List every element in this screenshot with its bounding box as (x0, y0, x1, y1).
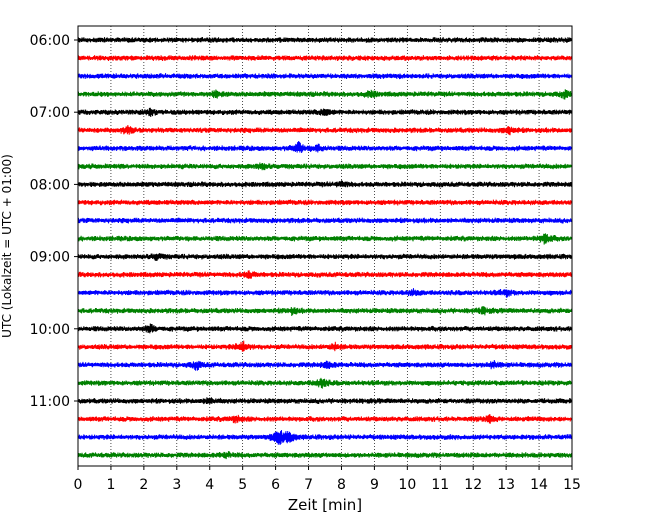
trace-1030 (77, 360, 573, 371)
trace-0915 (77, 270, 573, 279)
trace-1115 (77, 414, 573, 424)
x-tick-label: 10 (398, 477, 416, 493)
x-tick-label: 3 (172, 477, 181, 493)
x-tick-label: 9 (370, 477, 379, 493)
y-tick-label: 07:00 (30, 105, 70, 121)
trace-1000 (77, 323, 573, 334)
trace-0745 (77, 162, 573, 171)
x-tick-label: 14 (530, 477, 548, 493)
trace-0945 (77, 306, 573, 316)
trace-0845 (77, 233, 573, 245)
y-axis-ticks: 06:00 07:00 08:00 09:00 10:00 11:00 (30, 33, 78, 410)
x-tick-label: 15 (563, 477, 581, 493)
y-tick-label: 10:00 (30, 322, 70, 338)
trace-0615 (77, 55, 573, 62)
x-tick-label: 11 (431, 477, 449, 493)
x-axis-label: Zeit [min] (288, 496, 362, 514)
y-tick-label: 11:00 (30, 394, 70, 410)
trace-0645 (77, 89, 573, 100)
trace-1130 (77, 430, 573, 445)
vertical-gridlines (110, 26, 540, 466)
x-tick-label: 1 (106, 477, 115, 493)
trace-1045 (77, 377, 573, 389)
trace-1015 (77, 340, 573, 352)
trace-0815 (77, 199, 573, 206)
trace-0830 (77, 217, 573, 224)
trace-0630 (77, 73, 573, 80)
x-tick-label: 6 (271, 477, 280, 493)
x-tick-label: 5 (238, 477, 247, 493)
helicorder-traces (77, 37, 573, 460)
x-tick-label: 12 (464, 477, 482, 493)
trace-0800 (77, 180, 573, 188)
y-tick-label: 06:00 (30, 33, 70, 49)
y-axis-label: UTC (Lokalzeit = UTC + 01:00) (0, 154, 14, 338)
trace-0730 (77, 141, 573, 154)
plot-frame (77, 25, 573, 467)
trace-0930 (77, 288, 573, 298)
trace-0600 (77, 37, 573, 43)
y-tick-label: 08:00 (30, 177, 70, 193)
trace-0900 (77, 253, 573, 261)
x-tick-label: 7 (304, 477, 313, 493)
x-axis-ticks: 0 1 2 3 4 5 6 7 8 9 10 11 12 13 14 15 (74, 466, 581, 493)
y-tick-label: 09:00 (30, 250, 70, 266)
x-tick-label: 8 (337, 477, 346, 493)
x-tick-label: 4 (205, 477, 214, 493)
x-tick-label: 13 (497, 477, 515, 493)
trace-0715 (77, 125, 573, 136)
trace-1145 (77, 451, 573, 460)
trace-0700 (77, 107, 573, 117)
x-tick-label: 2 (139, 477, 148, 493)
x-tick-label: 0 (74, 477, 83, 493)
trace-1100 (77, 397, 573, 405)
